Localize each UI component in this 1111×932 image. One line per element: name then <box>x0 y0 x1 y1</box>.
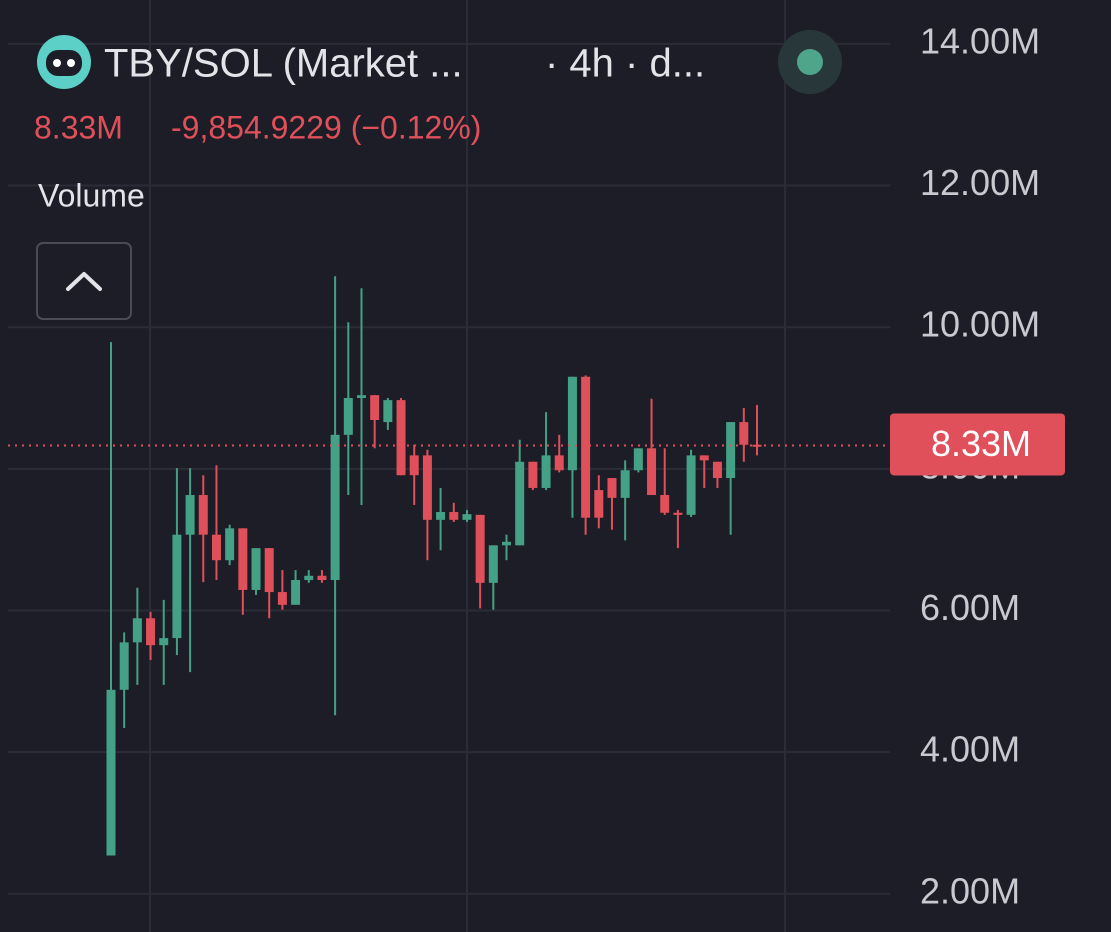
candle-body <box>712 461 722 479</box>
header: TBY/SOL (Market ... · 4h · d... 8.33M -9… <box>34 30 842 320</box>
candle-body <box>607 478 617 498</box>
last-price-tag <box>890 413 1065 476</box>
candle-body <box>330 434 340 581</box>
candle-body <box>409 455 419 476</box>
candle-body <box>251 548 261 590</box>
candle-body <box>106 689 116 856</box>
candle-body <box>211 534 221 561</box>
interval: · 4h · d... <box>545 42 705 86</box>
candle-body <box>119 642 129 690</box>
candle-body <box>515 461 525 546</box>
logo-eye <box>53 59 61 67</box>
y-tick-label: 12.00M <box>920 162 1040 203</box>
logo-eye <box>67 59 75 67</box>
candle-body <box>383 400 393 423</box>
candle-body <box>462 514 472 520</box>
price: 8.33M <box>34 109 123 145</box>
candle-body <box>238 528 248 590</box>
candle-body <box>686 455 696 515</box>
candle-body <box>264 548 274 593</box>
candle-body <box>343 398 353 435</box>
candle-body <box>317 575 327 581</box>
status-dot <box>797 49 823 75</box>
y-tick-label: 10.00M <box>920 304 1040 345</box>
candle-body <box>225 528 235 561</box>
candle-body <box>660 495 670 513</box>
candle-body <box>581 376 591 518</box>
candle-body <box>356 395 366 399</box>
chevron-icon <box>66 272 102 291</box>
y-tick-label: 14.00M <box>920 20 1040 61</box>
y-tick-label: 6.00M <box>920 587 1020 628</box>
candle-body <box>304 575 314 581</box>
candle-body <box>673 512 683 515</box>
last-price-label: 8.33M <box>931 423 1031 464</box>
candle-body <box>172 534 182 639</box>
candle-body <box>567 376 577 471</box>
candle-body <box>436 512 446 520</box>
candle-body <box>647 448 657 496</box>
y-tick-label: 2.00M <box>920 870 1020 911</box>
candle-body <box>422 455 432 520</box>
candle-body <box>541 455 551 488</box>
candle-body <box>370 395 380 420</box>
candle-body <box>633 448 643 471</box>
y-tick-label: 4.00M <box>920 729 1020 770</box>
plot <box>106 276 762 856</box>
candle-body <box>291 580 301 605</box>
candle-body <box>277 592 287 605</box>
candle-body <box>739 422 749 445</box>
candle-body <box>198 495 208 535</box>
title: TBY/SOL (Market ... <box>104 42 463 86</box>
candle-body <box>396 400 406 476</box>
candle-body <box>475 514 485 583</box>
candle-body <box>185 495 195 535</box>
candle-body <box>620 470 630 498</box>
candle-body <box>159 638 169 646</box>
change: -9,854.9229 (−0.12%) <box>171 109 481 145</box>
candle-body <box>502 541 512 546</box>
grid <box>8 0 890 932</box>
candle-body <box>449 512 459 520</box>
candle-body <box>146 618 156 646</box>
candle-body <box>132 618 142 643</box>
indicator-label: Volume <box>38 177 145 213</box>
collapse-button[interactable] <box>36 242 132 320</box>
candle-body <box>726 422 736 479</box>
logo-face <box>46 50 82 76</box>
candle-body <box>528 461 538 488</box>
candle-body <box>488 545 498 583</box>
candle-body <box>554 455 564 471</box>
candle-body <box>699 455 709 461</box>
candle-body <box>594 490 604 518</box>
